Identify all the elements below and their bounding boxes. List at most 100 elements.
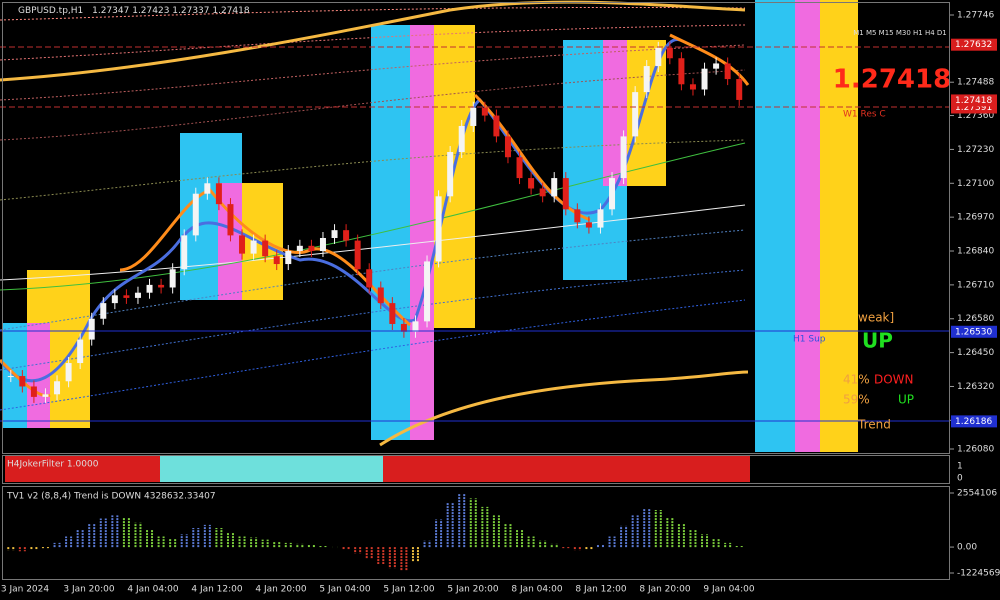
candle xyxy=(551,178,558,197)
candle xyxy=(597,209,604,228)
timeframes: M1 M5 M15 M30 H1 H4 D1 xyxy=(853,29,947,37)
candle xyxy=(204,183,211,194)
candle xyxy=(19,376,26,387)
price-tick-label: 1.26840 xyxy=(957,247,994,257)
time-label: 8 Jan 12:00 xyxy=(575,585,627,595)
price-tick-label: 1.27746 xyxy=(957,11,994,21)
candle xyxy=(736,79,743,100)
candle xyxy=(169,269,176,288)
candle xyxy=(250,240,257,254)
price-tick-label: 1.27100 xyxy=(957,179,994,189)
candle xyxy=(158,284,165,288)
candle xyxy=(632,92,639,137)
candle xyxy=(713,63,720,69)
candle xyxy=(285,251,292,265)
candle xyxy=(215,183,222,205)
trend-label: Trend xyxy=(857,418,891,432)
filter-bars xyxy=(5,456,750,482)
candle xyxy=(377,287,384,304)
candle xyxy=(470,107,477,126)
candle xyxy=(42,394,49,397)
candle xyxy=(273,256,280,265)
price-tick-label: 1.26080 xyxy=(957,445,994,455)
red-level-label: 1.27391 xyxy=(955,103,992,113)
time-label: 8 Jan 04:00 xyxy=(511,585,563,595)
candle xyxy=(585,222,592,228)
current-price xyxy=(951,94,997,107)
time-label: 4 Jan 20:00 xyxy=(255,585,307,595)
candle xyxy=(481,107,488,116)
price-tick-label: 1.26320 xyxy=(957,382,994,392)
ohlc: 1.27347 1.27423 1.27337 1.27418 xyxy=(92,6,250,16)
candle xyxy=(88,318,95,340)
candle xyxy=(100,303,107,319)
candle xyxy=(134,292,141,298)
price-tick-label: 1.26580 xyxy=(957,314,994,324)
candle xyxy=(30,386,37,397)
weak-label: weak] xyxy=(858,311,894,325)
candle xyxy=(400,323,407,332)
symbol: GBPUSD.tp,H1 xyxy=(18,6,83,16)
candle xyxy=(689,84,696,90)
down-pct: 41% xyxy=(843,373,870,387)
candle xyxy=(643,66,650,93)
time-label: 8 Jan 20:00 xyxy=(639,585,691,595)
blue-level xyxy=(951,325,997,338)
candle xyxy=(678,58,685,85)
candle xyxy=(701,68,708,90)
time-label: 3 Jan 20:00 xyxy=(63,585,115,595)
osc-tick-label: 0.00 xyxy=(957,543,977,553)
candle xyxy=(146,284,153,293)
osc-tick-label: 2554106 xyxy=(957,489,997,499)
filter-title: H4JokerFilter 1.0000 xyxy=(7,460,99,470)
price-tick-label: 1.27488 xyxy=(957,78,994,88)
envelope-bands xyxy=(0,0,750,447)
candles xyxy=(7,41,743,403)
candle xyxy=(343,230,350,241)
candle xyxy=(655,47,662,67)
time-label: 4 Jan 12:00 xyxy=(191,585,243,595)
candle xyxy=(181,235,188,270)
time-label: 9 Jan 04:00 xyxy=(703,585,755,595)
candle xyxy=(724,63,731,80)
candle xyxy=(389,303,396,324)
blue-level xyxy=(951,415,997,428)
candle xyxy=(65,363,72,382)
signal: UP xyxy=(862,329,893,353)
candle xyxy=(412,321,419,332)
blue-level-label: 1.26530 xyxy=(955,327,992,337)
filter-tick: 0 xyxy=(957,474,963,484)
candle xyxy=(493,115,500,137)
candle xyxy=(666,47,673,59)
price-tick-label: 1.26450 xyxy=(957,348,994,358)
down-label: DOWN xyxy=(874,373,914,387)
candle xyxy=(504,136,511,158)
candle xyxy=(227,204,234,236)
candle xyxy=(435,196,442,262)
candle xyxy=(447,152,454,197)
price-tick-label: 1.26970 xyxy=(957,213,994,223)
blue-level-label: 1.26186 xyxy=(955,417,992,427)
time-label: 5 Jan 04:00 xyxy=(319,585,371,595)
candle xyxy=(562,178,569,210)
filter-tick: 1 xyxy=(957,462,963,472)
up-pct: 59% xyxy=(843,393,870,407)
price-tick-label: 1.27230 xyxy=(957,145,994,155)
candle xyxy=(424,261,431,322)
candle xyxy=(7,376,14,378)
red-level-label: 1.27632 xyxy=(955,40,992,50)
oscillator xyxy=(7,494,743,571)
candle xyxy=(331,230,338,238)
price-tick-label: 1.26710 xyxy=(957,280,994,290)
header: GBPUSD.tp,H1 1.27347 1.27423 1.27337 1.2… xyxy=(18,6,250,16)
candle xyxy=(54,381,61,395)
time-label: 5 Jan 12:00 xyxy=(383,585,435,595)
candle xyxy=(516,157,523,179)
up-label: UP xyxy=(898,393,914,407)
big-price: 1.27418 xyxy=(833,65,951,95)
time-label: 3 Jan 2024 xyxy=(1,585,49,595)
candle xyxy=(458,125,465,153)
time-label: 5 Jan 20:00 xyxy=(447,585,499,595)
current-price-label: 1.27418 xyxy=(955,96,992,106)
